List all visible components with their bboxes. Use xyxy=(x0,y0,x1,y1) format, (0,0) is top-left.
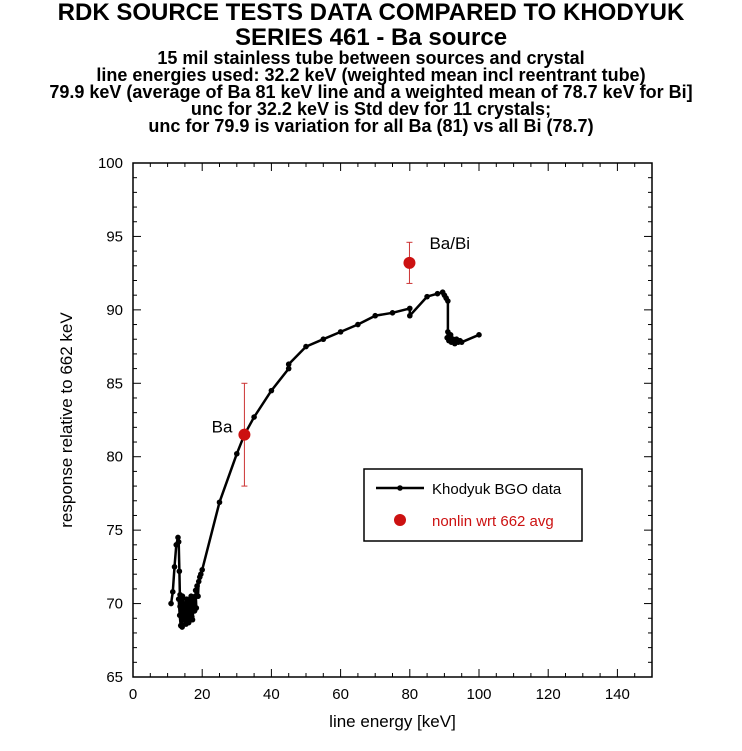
legend: Khodyuk BGO data nonlin wrt 662 avg xyxy=(363,468,583,542)
chart-subtitle-line-2: line energies used: 32.2 keV (weighted m… xyxy=(96,65,646,85)
khodyuk-data-point xyxy=(169,589,176,595)
khodyuk-data-point xyxy=(180,600,187,607)
khodyuk-data-point xyxy=(185,619,192,626)
khodyuk-data-point xyxy=(175,596,182,602)
khodyuk-data-point xyxy=(192,587,199,594)
khodyuk-data-point xyxy=(268,387,275,394)
chart-subtitle-line-1: 15 mil stainless tube between sources an… xyxy=(157,48,585,68)
legend-label-khodyuk: Khodyuk BGO data xyxy=(432,481,562,498)
khodyuk-data-point xyxy=(195,593,201,600)
khodyuk-data-point xyxy=(179,624,185,630)
khodyuk-data-point xyxy=(337,329,344,335)
x-tick-label: 0 xyxy=(129,686,137,703)
y-tick-label: 75 xyxy=(106,522,123,539)
khodyuk-data-point xyxy=(251,414,257,420)
khodyuk-data-point xyxy=(458,339,465,345)
khodyuk-series xyxy=(168,289,482,630)
khodyuk-data-point xyxy=(320,336,327,343)
y-axis-label: response relative to 662 keV xyxy=(57,312,76,528)
y-tick-label: 70 xyxy=(106,596,123,613)
khodyuk-data-point xyxy=(234,450,240,457)
legend-label-nonlin: nonlin wrt 662 avg xyxy=(432,513,554,530)
khodyuk-data-point xyxy=(175,539,182,545)
khodyuk-data-point xyxy=(303,343,309,350)
y-tick-labels: 65 70 75 80 85 90 95 100 xyxy=(98,155,123,686)
khodyuk-data-point xyxy=(185,597,192,604)
x-tick-label: 100 xyxy=(466,686,491,703)
khodyuk-data-point xyxy=(216,499,223,506)
khodyuk-data-point xyxy=(176,568,183,575)
khodyuk-data-point xyxy=(447,332,454,338)
khodyuk-data-point xyxy=(285,361,292,367)
khodyuk-data-point xyxy=(193,605,200,611)
khodyuk-series-line xyxy=(169,290,480,629)
khodyuk-data-point xyxy=(186,603,193,610)
khodyuk-data-point xyxy=(407,305,413,312)
x-tick-label: 60 xyxy=(332,686,349,703)
legend-marker-nonlin xyxy=(394,514,406,526)
chart-subtitle-line-5: unc for 79.9 is variation for all Ba (81… xyxy=(148,116,594,136)
title-block: RDK SOURCE TESTS DATA COMPARED TO KHODYU… xyxy=(0,0,742,135)
khodyuk-data-point xyxy=(355,321,361,328)
khodyuk-data-point xyxy=(175,534,181,541)
y-tick-label: 80 xyxy=(106,449,123,466)
khodyuk-data-point xyxy=(476,332,482,338)
x-tick-label: 20 xyxy=(194,686,211,703)
point-annotation: Ba xyxy=(212,418,233,437)
axis-ticks xyxy=(132,162,653,678)
y-tick-label: 95 xyxy=(106,228,123,245)
khodyuk-data-point xyxy=(195,578,202,585)
khodyuk-data-point xyxy=(168,600,174,607)
chart-title-line-1: RDK SOURCE TESTS DATA COMPARED TO KHODYU… xyxy=(57,0,685,26)
y-tick-label: 100 xyxy=(98,155,123,172)
khodyuk-data-point xyxy=(434,290,441,297)
khodyuk-data-point xyxy=(171,564,178,570)
khodyuk-data-point xyxy=(372,312,379,319)
legend-dot-khodyuk xyxy=(397,485,403,491)
khodyuk-data-point xyxy=(285,365,292,372)
khodyuk-data-point xyxy=(182,616,188,623)
khodyuk-data-point xyxy=(445,298,451,304)
x-axis-label: line energy [keV] xyxy=(329,712,456,731)
chart-subtitle-line-3: 79.9 keV (average of Ba 81 keV line and … xyxy=(49,82,693,102)
nonlin-data-point xyxy=(403,256,416,269)
chart-title-line-2: SERIES 461 - Ba source xyxy=(234,24,508,51)
y-tick-label: 90 xyxy=(106,302,123,319)
x-tick-label: 140 xyxy=(605,686,630,703)
y-tick-label: 85 xyxy=(106,375,123,392)
khodyuk-data-point xyxy=(179,593,186,600)
chart-subtitle-line-4: unc for 32.2 keV is Std dev for 11 cryst… xyxy=(190,99,552,119)
khodyuk-data-point xyxy=(194,583,200,589)
khodyuk-data-point xyxy=(199,566,205,573)
x-tick-label: 120 xyxy=(536,686,561,703)
khodyuk-data-point xyxy=(389,309,396,316)
khodyuk-data-point xyxy=(198,571,204,577)
khodyuk-data-point xyxy=(407,312,413,319)
nonlin-data-point xyxy=(238,428,251,441)
khodyuk-data-point xyxy=(187,609,193,616)
legend-box xyxy=(363,468,583,542)
x-tick-label: 80 xyxy=(401,686,418,703)
khodyuk-data-point xyxy=(424,293,430,300)
nonlin-series: Ba Ba/Bi xyxy=(212,234,470,487)
y-tick-label: 65 xyxy=(106,669,123,686)
x-tick-labels: 0 20 40 60 80 100 120 140 xyxy=(129,686,630,703)
point-annotation: Ba/Bi xyxy=(429,234,470,253)
x-tick-label: 40 xyxy=(263,686,280,703)
khodyuk-data-point xyxy=(189,616,196,623)
